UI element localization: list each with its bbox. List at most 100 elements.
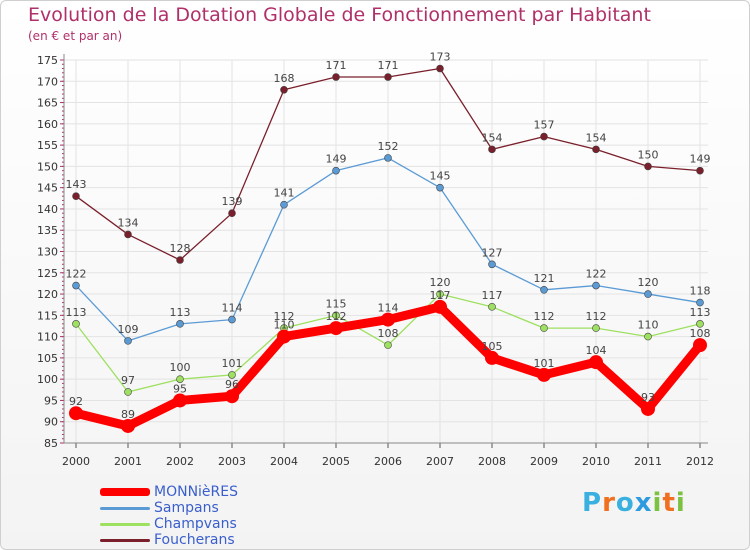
axes: 8590951001051101151201251301351401451501… xyxy=(37,54,714,468)
data-point-monnires xyxy=(329,321,343,336)
x-tick-label: 2002 xyxy=(166,455,194,468)
y-tick-label: 175 xyxy=(37,54,58,67)
data-point-sampans xyxy=(72,281,80,290)
data-label-sampans: 113 xyxy=(170,306,191,319)
data-label-monnires: 105 xyxy=(482,340,503,353)
data-point-sampans xyxy=(124,337,132,345)
data-point-foucherans xyxy=(436,64,444,73)
data-label-champvans: 112 xyxy=(586,310,607,323)
y-tick-label: 120 xyxy=(37,288,58,301)
data-point-foucherans xyxy=(540,132,548,141)
x-tick-label: 2010 xyxy=(582,455,610,468)
data-label-champvans: 112 xyxy=(534,310,555,323)
data-label-monnires: 108 xyxy=(690,327,711,340)
data-point-foucherans xyxy=(488,145,496,154)
legend: MONNièRES Sampans Champvans Foucherans xyxy=(100,484,238,548)
legend-item-monnieres[interactable]: MONNièRES xyxy=(100,484,238,500)
x-tick-label: 2000 xyxy=(62,455,90,468)
data-label-monnires: 112 xyxy=(326,310,347,323)
data-label-sampans: 122 xyxy=(66,268,87,281)
legend-item-champvans[interactable]: Champvans xyxy=(100,516,238,532)
data-label-foucherans: 171 xyxy=(326,59,347,72)
data-point-champvans xyxy=(644,332,652,341)
data-point-champvans xyxy=(332,311,340,320)
data-point-sampans xyxy=(176,320,184,328)
legend-item-sampans[interactable]: Sampans xyxy=(100,500,238,516)
logo-letter: o xyxy=(615,488,635,518)
series-layer xyxy=(69,64,707,433)
x-tick-label: 2004 xyxy=(270,455,298,468)
data-label-champvans: 101 xyxy=(222,357,243,370)
data-point-champvans xyxy=(124,388,132,396)
x-tick-label: 2003 xyxy=(218,455,246,468)
data-point-monnires xyxy=(121,418,135,433)
data-point-monnires xyxy=(641,401,655,416)
y-tick-label: 160 xyxy=(37,118,58,131)
data-point-champvans xyxy=(176,375,184,383)
data-label-sampans: 120 xyxy=(638,276,659,289)
x-tick-label: 2008 xyxy=(478,455,506,468)
data-point-sampans xyxy=(540,285,548,294)
data-point-monnires xyxy=(69,406,83,421)
data-label-monnires: 110 xyxy=(274,319,295,332)
data-point-champvans xyxy=(384,341,392,349)
logo-letter: x xyxy=(634,488,653,518)
data-label-foucherans: 171 xyxy=(378,59,399,72)
data-point-sampans xyxy=(644,290,652,298)
legend-item-foucherans[interactable]: Foucherans xyxy=(100,532,238,548)
logo-letter: i xyxy=(652,488,663,518)
data-label-foucherans: 173 xyxy=(430,51,451,64)
data-point-champvans xyxy=(540,324,548,332)
data-label-sampans: 109 xyxy=(118,323,139,336)
data-point-foucherans xyxy=(124,230,132,239)
y-tick-label: 165 xyxy=(37,97,58,110)
y-tick-label: 95 xyxy=(44,394,58,407)
point-labels: 143 134 128 139 168 171 171 173 154 157 154 150 149 1… xyxy=(66,51,711,421)
grid-lines xyxy=(64,59,708,444)
data-point-foucherans xyxy=(384,73,392,81)
data-point-foucherans xyxy=(644,162,652,171)
y-tick-label: 90 xyxy=(44,416,58,429)
data-point-champvans xyxy=(228,371,236,379)
data-label-foucherans: 168 xyxy=(274,72,295,85)
y-tick-label: 145 xyxy=(37,182,58,195)
data-label-sampans: 145 xyxy=(430,170,451,183)
data-label-monnires: 89 xyxy=(121,408,135,421)
logo-letter: t xyxy=(662,488,676,518)
chart-subtitle: (en € et par an) xyxy=(28,29,123,43)
data-point-sampans xyxy=(436,183,444,192)
y-tick-label: 105 xyxy=(37,352,58,365)
y-tick-label: 170 xyxy=(37,75,58,88)
data-label-foucherans: 154 xyxy=(586,131,607,144)
data-label-sampans: 141 xyxy=(274,187,295,200)
x-tick-label: 2001 xyxy=(114,455,142,468)
legend-swatch xyxy=(100,488,150,496)
data-label-sampans: 122 xyxy=(586,268,607,281)
data-label-sampans: 118 xyxy=(690,285,711,298)
data-label-foucherans: 150 xyxy=(638,148,659,161)
data-label-monnires: 93 xyxy=(641,391,655,404)
data-point-sampans xyxy=(592,281,600,290)
data-point-monnires xyxy=(589,355,603,370)
data-point-monnires xyxy=(277,329,291,344)
data-label-sampans: 152 xyxy=(378,140,399,153)
data-label-foucherans: 128 xyxy=(170,242,191,255)
data-point-monnires xyxy=(485,350,499,365)
x-tick-label: 2009 xyxy=(530,455,558,468)
x-tick-label: 2012 xyxy=(686,455,714,468)
data-point-foucherans xyxy=(228,209,236,217)
y-tick-label: 150 xyxy=(37,160,58,173)
data-label-foucherans: 154 xyxy=(482,131,503,144)
legend-label: Champvans xyxy=(154,516,237,532)
data-label-champvans: 108 xyxy=(378,327,399,340)
y-tick-label: 115 xyxy=(37,309,58,322)
data-label-foucherans: 157 xyxy=(534,119,555,132)
data-label-champvans: 112 xyxy=(274,310,295,323)
data-label-monnires: 101 xyxy=(534,357,555,370)
data-point-champvans xyxy=(436,290,444,298)
data-point-foucherans xyxy=(280,85,288,94)
data-point-sampans xyxy=(280,200,288,209)
y-tick-label: 130 xyxy=(37,246,58,259)
data-point-sampans xyxy=(228,315,236,324)
